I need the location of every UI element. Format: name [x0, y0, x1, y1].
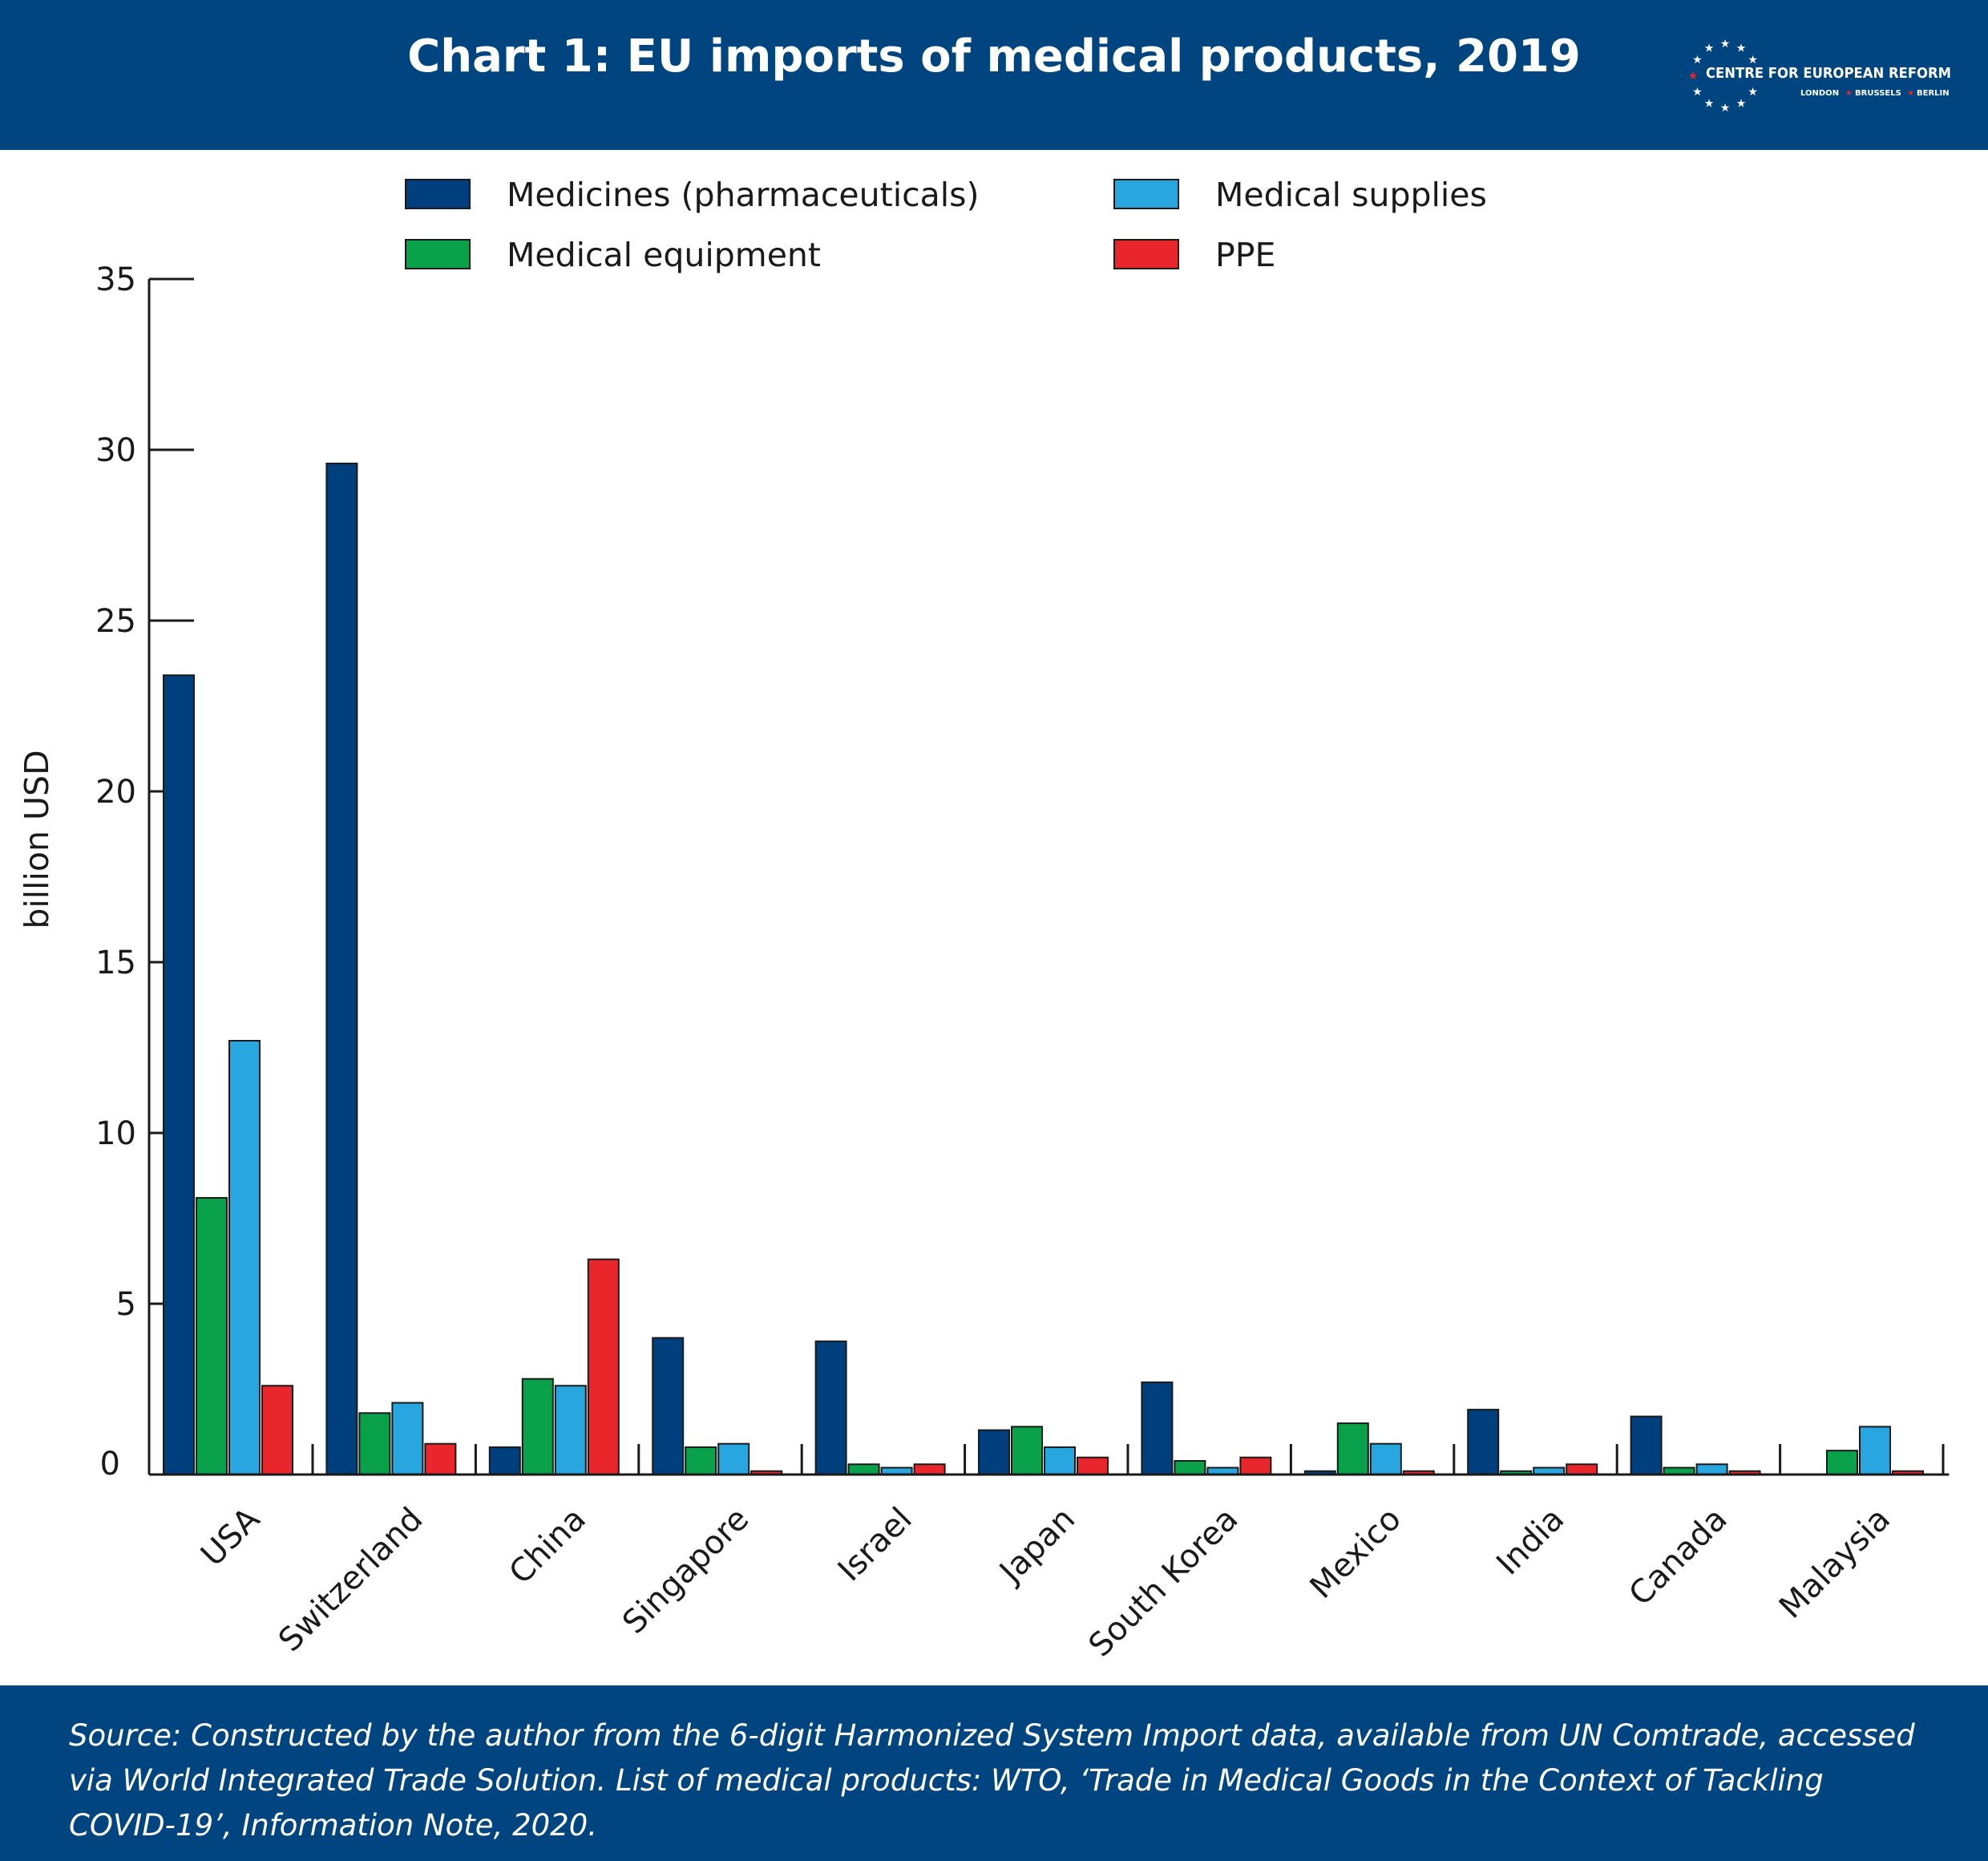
bar-japan-medical-supplies — [1044, 1446, 1076, 1476]
chart-title: Chart 1: EU imports of medical products,… — [407, 30, 1581, 83]
logo-cities: LONDON ★ BRUSSELS ★ BERLIN — [1800, 89, 1950, 98]
bar-israel-medical-equipment — [847, 1463, 880, 1475]
y-tick-label: 35 — [95, 261, 136, 298]
logo-star-icon: ★ — [1692, 54, 1703, 67]
x-tick-label-usa: USA — [194, 1500, 268, 1574]
bar-japan-ppe — [1077, 1456, 1109, 1475]
logo-star-icon: ★ — [1688, 70, 1698, 83]
bar-usa-ppe — [261, 1385, 293, 1475]
logo-star-icon: ★ — [1736, 42, 1747, 55]
bar-south-korea-ppe — [1239, 1456, 1272, 1475]
y-tick-label: 20 — [95, 774, 136, 811]
bar-mexico-medical-equipment — [1336, 1422, 1369, 1475]
logo-star-icon: ★ — [1748, 86, 1758, 99]
bar-china-medical-supplies — [554, 1385, 587, 1475]
legend-label-medicines-pharmaceuticals: Medicines (pharmaceuticals) — [507, 176, 980, 214]
bar-china-medicines-pharmaceuticals — [488, 1446, 521, 1476]
x-tick-label-south-korea: South Korea — [1082, 1501, 1246, 1665]
logo-name: CENTRE FOR EUROPEAN REFORM — [1706, 65, 1951, 82]
logo-star-icon: ★ — [1704, 98, 1715, 111]
bar-south-korea-medical-equipment — [1174, 1459, 1206, 1475]
cer-logo: ★ ★★★★★★★★★★ CENTRE FOR EUROPEAN REFORM L… — [1688, 38, 1951, 115]
source-note: Source: Constructed by the author from t… — [69, 1718, 1915, 1843]
x-tick-label-malaysia: Malaysia — [1772, 1501, 1897, 1626]
y-tick-label: 5 — [116, 1286, 136, 1323]
x-tick-label-israel: Israel — [831, 1501, 919, 1589]
logo-city-london: LONDON — [1800, 89, 1839, 98]
header-band: Chart 1: EU imports of medical products,… — [0, 0, 1988, 150]
bar-japan-medical-equipment — [1011, 1426, 1043, 1475]
x-tick-label-mexico: Mexico — [1303, 1501, 1408, 1606]
x-tick-label-china: China — [503, 1501, 593, 1592]
bar-south-korea-medicines-pharmaceuticals — [1141, 1381, 1174, 1475]
y-tick-label: 25 — [95, 603, 136, 640]
bar-switzerland-medicines-pharmaceuticals — [325, 463, 358, 1475]
bar-usa-medical-supplies — [228, 1039, 261, 1475]
x-tick-label-india: India — [1489, 1501, 1571, 1583]
legend-label-medical-supplies: Medical supplies — [1215, 176, 1487, 214]
bar-switzerland-ppe — [424, 1442, 457, 1476]
y-tick-label: 0 — [100, 1446, 120, 1483]
bar-india-ppe — [1566, 1463, 1598, 1475]
legend-swatch-medical-equipment — [405, 239, 471, 269]
legend-swatch-medical-supplies — [1113, 179, 1179, 209]
logo-star-icon: ★ — [1748, 54, 1758, 67]
bar-singapore-medical-supplies — [717, 1442, 750, 1476]
logo-star-icon: ★ — [1692, 86, 1703, 99]
logo-star-icon: ★ — [1720, 38, 1731, 51]
bar-switzerland-medical-equipment — [358, 1412, 391, 1475]
bar-singapore-medicines-pharmaceuticals — [652, 1337, 685, 1475]
legend-swatch-medicines-pharmaceuticals — [405, 179, 471, 209]
bar-usa-medicines-pharmaceuticals — [163, 674, 195, 1475]
logo-star-icon: ★ — [1704, 42, 1715, 55]
logo-city-separator-icon: ★ — [1907, 89, 1914, 98]
bars — [163, 463, 1924, 1476]
footer-band: Source: Constructed by the author from t… — [0, 1685, 1988, 1861]
x-axis: USA Switzerland China Singapore Israel Japan S… — [149, 1444, 1950, 1665]
y-tick-label: 30 — [95, 432, 136, 469]
x-tick-label-singapore: Singapore — [616, 1501, 756, 1641]
logo-star-icon: ★ — [1720, 102, 1731, 115]
bar-israel-medicines-pharmaceuticals — [814, 1340, 847, 1475]
x-tick-label-canada: Canada — [1622, 1501, 1735, 1613]
legend-label-medical-equipment: Medical equipment — [507, 236, 821, 274]
bar-canada-medicines-pharmaceuticals — [1630, 1415, 1663, 1475]
legend-label-ppe: PPE — [1215, 236, 1275, 274]
bar-china-medical-equipment — [521, 1378, 554, 1475]
bar-malaysia-medical-supplies — [1859, 1426, 1891, 1475]
bar-canada-medical-supplies — [1695, 1463, 1728, 1475]
logo-city-berlin: BERLIN — [1917, 89, 1950, 98]
y-axis: 0 5 10 15 20 25 30 35 — [95, 261, 194, 1483]
y-tick-label: 15 — [95, 945, 136, 981]
bar-switzerland-medical-supplies — [391, 1402, 424, 1476]
bar-usa-medical-equipment — [196, 1196, 228, 1475]
logo-star-ring: ★ ★★★★★★★★★★ — [1688, 38, 1758, 115]
bar-singapore-medical-equipment — [685, 1446, 717, 1476]
legend-swatch-ppe — [1113, 239, 1179, 269]
bar-china-ppe — [587, 1258, 620, 1475]
bar-malaysia-medical-equipment — [1826, 1450, 1858, 1476]
y-axis-title: billion USD — [18, 750, 56, 928]
x-tick-label-japan: Japan — [992, 1501, 1083, 1592]
bar-chart: Medicines (pharmaceuticals) Medical equip… — [18, 176, 1950, 1665]
bar-india-medicines-pharmaceuticals — [1467, 1409, 1500, 1476]
logo-star-icon: ★ — [1736, 98, 1747, 111]
bar-japan-medicines-pharmaceuticals — [978, 1429, 1010, 1475]
bar-israel-ppe — [913, 1463, 946, 1475]
logo-city-separator-icon: ★ — [1845, 89, 1853, 98]
y-tick-label: 10 — [95, 1115, 136, 1152]
legend: Medicines (pharmaceuticals) Medical equip… — [405, 176, 1487, 274]
logo-city-brussels: BRUSSELS — [1855, 89, 1901, 98]
bar-mexico-medical-supplies — [1369, 1442, 1402, 1476]
x-tick-label-switzerland: Switzerland — [272, 1501, 430, 1660]
